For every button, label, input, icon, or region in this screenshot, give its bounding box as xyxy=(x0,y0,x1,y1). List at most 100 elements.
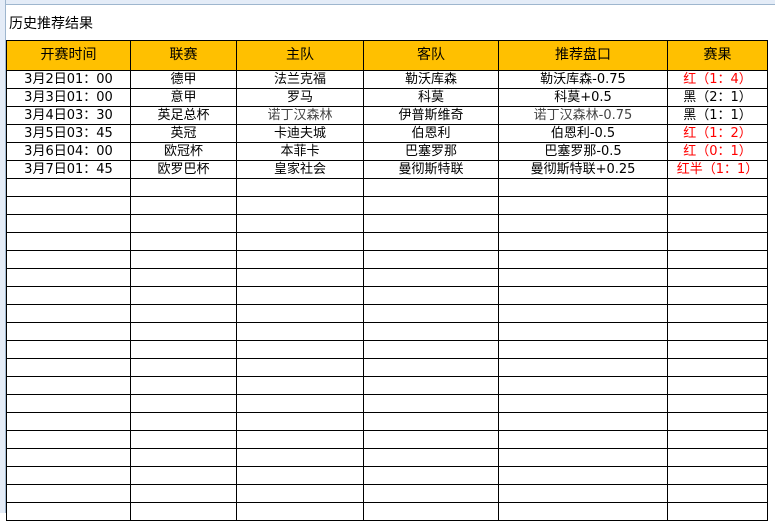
empty-cell[interactable] xyxy=(236,466,364,485)
empty-cell[interactable] xyxy=(236,304,364,323)
empty-cell[interactable] xyxy=(667,502,768,521)
cell-league[interactable]: 欧罗巴杯 xyxy=(130,160,237,179)
empty-cell[interactable] xyxy=(236,502,364,521)
cell-league[interactable]: 英冠 xyxy=(130,124,237,143)
cell-away[interactable]: 巴塞罗那 xyxy=(363,142,499,161)
empty-cell[interactable] xyxy=(6,376,131,395)
empty-cell[interactable] xyxy=(667,178,768,197)
empty-cell[interactable] xyxy=(236,484,364,503)
header-away[interactable]: 客队 xyxy=(363,40,499,71)
empty-cell[interactable] xyxy=(130,448,237,467)
empty-cell[interactable] xyxy=(667,214,768,233)
cell-pick[interactable]: 曼彻斯特联+0.25 xyxy=(498,160,668,179)
empty-cell[interactable] xyxy=(363,448,499,467)
empty-cell[interactable] xyxy=(6,466,131,485)
empty-cell[interactable] xyxy=(498,358,668,377)
empty-cell[interactable] xyxy=(130,268,237,287)
cell-away[interactable]: 伊普斯维奇 xyxy=(363,106,499,125)
cell-away[interactable]: 勒沃库森 xyxy=(363,70,499,89)
cell-time[interactable]: 3月5日03：45 xyxy=(6,124,131,143)
empty-cell[interactable] xyxy=(667,268,768,287)
empty-cell[interactable] xyxy=(363,340,499,359)
empty-cell[interactable] xyxy=(236,430,364,449)
empty-cell[interactable] xyxy=(236,286,364,305)
cell-result[interactable]: 红（1：2） xyxy=(667,124,768,143)
empty-cell[interactable] xyxy=(130,304,237,323)
empty-cell[interactable] xyxy=(6,340,131,359)
empty-cell[interactable] xyxy=(667,304,768,323)
empty-cell[interactable] xyxy=(130,250,237,269)
cell-pick[interactable]: 勒沃库森-0.75 xyxy=(498,70,668,89)
empty-cell[interactable] xyxy=(498,376,668,395)
empty-cell[interactable] xyxy=(6,412,131,431)
empty-cell[interactable] xyxy=(6,448,131,467)
empty-cell[interactable] xyxy=(6,304,131,323)
empty-cell[interactable] xyxy=(236,250,364,269)
header-time[interactable]: 开赛时间 xyxy=(6,40,131,71)
empty-cell[interactable] xyxy=(498,232,668,251)
cell-home[interactable]: 罗马 xyxy=(236,88,364,107)
empty-cell[interactable] xyxy=(236,232,364,251)
cell-league[interactable]: 德甲 xyxy=(130,70,237,89)
empty-cell[interactable] xyxy=(130,466,237,485)
cell-away[interactable]: 科莫 xyxy=(363,88,499,107)
empty-cell[interactable] xyxy=(236,196,364,215)
cell-home[interactable]: 本菲卡 xyxy=(236,142,364,161)
empty-cell[interactable] xyxy=(667,340,768,359)
cell-time[interactable]: 3月3日01：00 xyxy=(6,88,131,107)
empty-cell[interactable] xyxy=(130,394,237,413)
cell-away[interactable]: 曼彻斯特联 xyxy=(363,160,499,179)
cell-away[interactable]: 伯恩利 xyxy=(363,124,499,143)
empty-cell[interactable] xyxy=(363,466,499,485)
empty-cell[interactable] xyxy=(130,412,237,431)
cell-result[interactable]: 黑（1：1） xyxy=(667,106,768,125)
empty-cell[interactable] xyxy=(6,178,131,197)
cell-pick[interactable]: 巴塞罗那-0.5 xyxy=(498,142,668,161)
empty-cell[interactable] xyxy=(498,322,668,341)
empty-cell[interactable] xyxy=(363,178,499,197)
empty-cell[interactable] xyxy=(363,412,499,431)
empty-cell[interactable] xyxy=(667,376,768,395)
empty-cell[interactable] xyxy=(6,250,131,269)
empty-cell[interactable] xyxy=(498,394,668,413)
empty-cell[interactable] xyxy=(667,196,768,215)
empty-cell[interactable] xyxy=(667,430,768,449)
empty-cell[interactable] xyxy=(6,322,131,341)
header-home[interactable]: 主队 xyxy=(236,40,364,71)
empty-cell[interactable] xyxy=(667,322,768,341)
empty-cell[interactable] xyxy=(130,340,237,359)
empty-cell[interactable] xyxy=(498,448,668,467)
cell-pick[interactable]: 科莫+0.5 xyxy=(498,88,668,107)
empty-cell[interactable] xyxy=(363,268,499,287)
empty-cell[interactable] xyxy=(236,214,364,233)
cell-time[interactable]: 3月6日04：00 xyxy=(6,142,131,161)
empty-cell[interactable] xyxy=(236,448,364,467)
empty-cell[interactable] xyxy=(363,358,499,377)
cell-home[interactable]: 卡迪夫城 xyxy=(236,124,364,143)
empty-cell[interactable] xyxy=(363,502,499,521)
empty-cell[interactable] xyxy=(6,502,131,521)
empty-cell[interactable] xyxy=(236,412,364,431)
empty-cell[interactable] xyxy=(363,214,499,233)
cell-result[interactable]: 红半（1：1） xyxy=(667,160,768,179)
empty-cell[interactable] xyxy=(498,214,668,233)
empty-cell[interactable] xyxy=(498,484,668,503)
cell-home[interactable]: 皇家社会 xyxy=(236,160,364,179)
empty-cell[interactable] xyxy=(667,448,768,467)
empty-cell[interactable] xyxy=(6,484,131,503)
empty-cell[interactable] xyxy=(667,394,768,413)
empty-cell[interactable] xyxy=(363,286,499,305)
empty-cell[interactable] xyxy=(667,286,768,305)
empty-cell[interactable] xyxy=(236,178,364,197)
empty-cell[interactable] xyxy=(667,250,768,269)
empty-cell[interactable] xyxy=(363,484,499,503)
empty-cell[interactable] xyxy=(236,358,364,377)
empty-cell[interactable] xyxy=(498,196,668,215)
empty-cell[interactable] xyxy=(363,304,499,323)
empty-cell[interactable] xyxy=(236,322,364,341)
empty-cell[interactable] xyxy=(130,214,237,233)
empty-cell[interactable] xyxy=(6,358,131,377)
empty-cell[interactable] xyxy=(498,286,668,305)
empty-cell[interactable] xyxy=(498,340,668,359)
empty-cell[interactable] xyxy=(363,376,499,395)
